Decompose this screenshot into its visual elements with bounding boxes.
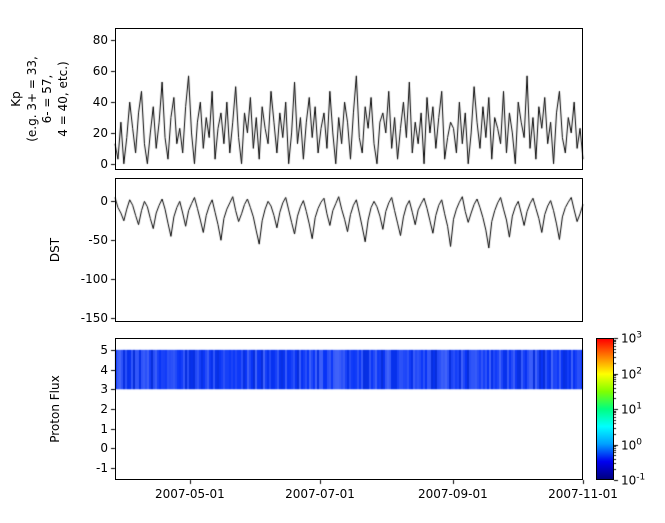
kp-index-ytick-label: 0 (100, 156, 108, 171)
kp-axis-label-line: (e.g. 3+ = 33, (24, 56, 39, 142)
x-tick-label: 2007-09-01 (418, 487, 488, 501)
x-tick-label: 2007-07-01 (285, 487, 355, 501)
kp-axis-label-line: 6- = 57, (40, 74, 54, 124)
colorbar (596, 338, 614, 480)
kp-index-ytick-label: 60 (92, 64, 108, 79)
proton-flux-ytick-label: 1 (100, 421, 108, 436)
colorbar-tick-label: 102 (621, 366, 643, 381)
colorbar-tick-label: 100 (621, 437, 643, 452)
kp-axis-label: Kp (e.g. 3+ = 33, 6- = 57, 4 = 40, etc.) (9, 56, 71, 142)
proton-flux-ytick-label: 5 (100, 342, 108, 357)
dst-ytick-label: -150 (80, 311, 108, 326)
kp-axis-label-line: Kp (8, 91, 23, 107)
dst-ytick-label: -100 (80, 272, 108, 287)
proton-flux-ytick-label: 4 (100, 362, 108, 377)
proton-flux-axis-label: Proton Flux (48, 375, 63, 443)
proton-flux-ytick-label: -1 (96, 461, 108, 476)
proton-flux-ytick-label: 0 (100, 441, 108, 456)
colorbar-tick-label: 101 (621, 401, 643, 417)
x-tick-label: 2007-05-01 (155, 487, 225, 501)
proton-flux-ytick-label: 2 (100, 402, 108, 416)
kp-index-ytick-label: 20 (92, 125, 108, 140)
dst-ytick-label: 0 (100, 194, 108, 209)
dst-ytick-label: -50 (88, 233, 108, 248)
kp-index-ytick-label: 40 (92, 95, 108, 110)
colorbar-tick-label: 103 (621, 330, 643, 346)
proton-flux-panel (115, 338, 583, 480)
dst-axis-label: DST (48, 237, 63, 263)
dst-panel (115, 178, 583, 322)
kp-index-ytick-label: 80 (92, 33, 108, 48)
kp-panel (115, 28, 583, 170)
proton-flux-ytick-label: 3 (100, 382, 108, 397)
x-tick-label: 2007-11-01 (548, 487, 618, 501)
kp-axis-label-line: 4 = 40, etc.) (55, 61, 70, 137)
colorbar-tick-label: 10-1 (621, 472, 646, 488)
